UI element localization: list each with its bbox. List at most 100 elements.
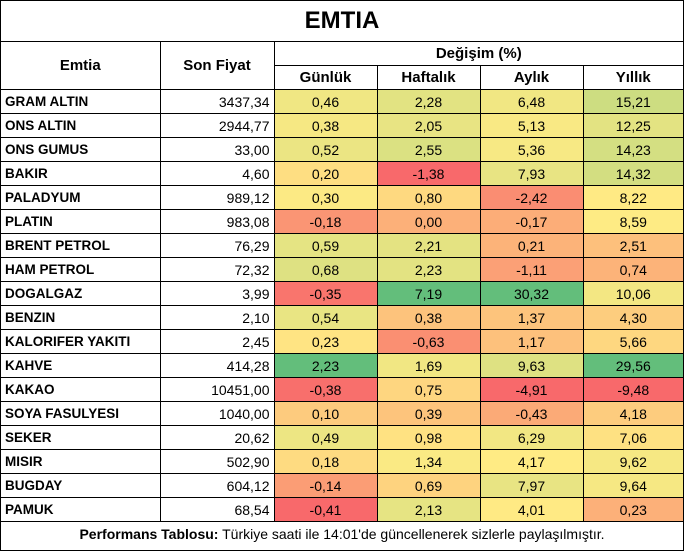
weekly-change-cell: 2,05 [376, 113, 481, 138]
last-price-cell: 76,29 [159, 233, 275, 258]
weekly-change-cell: 0,69 [376, 473, 481, 498]
last-price-cell: 502,90 [159, 449, 275, 474]
monthly-change-cell: 4,17 [479, 449, 584, 474]
commodity-name: DOGALGAZ [1, 281, 161, 306]
yearly-change-cell: 8,59 [582, 209, 684, 234]
weekly-change-cell: 2,55 [376, 137, 481, 162]
header-last-price: Son Fiyat [159, 42, 275, 90]
commodity-name: KALORIFER YAKITI [1, 329, 161, 354]
header-daily: Günlük [274, 65, 378, 90]
weekly-change-cell: 0,38 [376, 305, 481, 330]
monthly-change-cell: -4,91 [479, 377, 584, 402]
commodity-name: KAHVE [1, 353, 161, 378]
table-body: GRAM ALTIN 3437,34 0,46 2,28 6,48 15,21 ONS AL… [1, 89, 684, 522]
last-price-cell: 2,10 [159, 305, 275, 330]
table-row: SEKER 20,62 0,49 0,98 6,29 7,06 [1, 425, 684, 450]
table-row: ONS GUMUS 33,00 0,52 2,55 5,36 14,23 [1, 137, 684, 162]
monthly-change-cell: 4,01 [479, 497, 584, 522]
daily-change-cell: -0,41 [273, 497, 378, 522]
monthly-change-cell: 5,36 [479, 137, 584, 162]
last-price-cell: 2,45 [159, 329, 275, 354]
last-price-cell: 414,28 [159, 353, 275, 378]
yearly-change-cell: 0,74 [582, 257, 684, 282]
commodity-name: BENZIN [1, 305, 161, 330]
monthly-change-cell: 7,97 [479, 473, 584, 498]
last-price-cell: 72,32 [159, 257, 275, 282]
daily-change-cell: 0,18 [273, 449, 378, 474]
monthly-change-cell: 1,17 [479, 329, 584, 354]
header-monthly: Aylık [479, 65, 584, 90]
yearly-change-cell: -9,48 [582, 377, 684, 402]
weekly-change-cell: -1,38 [376, 161, 481, 186]
table-row: BENZIN 2,10 0,54 0,38 1,37 4,30 [1, 305, 684, 330]
daily-change-cell: 0,68 [273, 257, 378, 282]
daily-change-cell: 0,52 [273, 137, 378, 162]
yearly-change-cell: 2,51 [582, 233, 684, 258]
monthly-change-cell: 9,63 [479, 353, 584, 378]
monthly-change-cell: 30,32 [479, 281, 584, 306]
weekly-change-cell: 0,98 [376, 425, 481, 450]
last-price-cell: 68,54 [159, 497, 275, 522]
yearly-change-cell: 14,32 [582, 161, 684, 186]
table-row: MISIR 502,90 0,18 1,34 4,17 9,62 [1, 449, 684, 474]
last-price-cell: 604,12 [159, 473, 275, 498]
last-price-cell: 33,00 [159, 137, 275, 162]
weekly-change-cell: 2,21 [376, 233, 481, 258]
daily-change-cell: 0,54 [273, 305, 378, 330]
table-row: PALADYUM 989,12 0,30 0,80 -2,42 8,22 [1, 185, 684, 210]
monthly-change-cell: 6,29 [479, 425, 584, 450]
weekly-change-cell: 0,39 [376, 401, 481, 426]
monthly-change-cell: -1,11 [479, 257, 584, 282]
last-price-cell: 4,60 [159, 161, 275, 186]
daily-change-cell: 0,49 [273, 425, 378, 450]
table-row: ONS ALTIN 2944,77 0,38 2,05 5,13 12,25 [1, 113, 684, 138]
daily-change-cell: 0,30 [273, 185, 378, 210]
commodity-name: PAMUK [1, 497, 161, 522]
yearly-change-cell: 14,23 [582, 137, 684, 162]
table-row: HAM PETROL 72,32 0,68 2,23 -1,11 0,74 [1, 257, 684, 282]
weekly-change-cell: -0,63 [376, 329, 481, 354]
yearly-change-cell: 9,64 [582, 473, 684, 498]
weekly-change-cell: 1,69 [376, 353, 481, 378]
table-row: KAKAO 10451,00 -0,38 0,75 -4,91 -9,48 [1, 377, 684, 402]
daily-change-cell: 0,59 [273, 233, 378, 258]
daily-change-cell: 0,20 [273, 161, 378, 186]
yearly-change-cell: 4,30 [582, 305, 684, 330]
last-price-cell: 3,99 [159, 281, 275, 306]
weekly-change-cell: 2,23 [376, 257, 481, 282]
last-price-cell: 989,12 [159, 185, 275, 210]
yearly-change-cell: 15,21 [582, 89, 684, 114]
last-price-cell: 2944,77 [159, 113, 275, 138]
weekly-change-cell: 2,28 [376, 89, 481, 114]
yearly-change-cell: 10,06 [582, 281, 684, 306]
yearly-change-cell: 5,66 [582, 329, 684, 354]
commodity-name: GRAM ALTIN [1, 89, 161, 114]
daily-change-cell: -0,18 [273, 209, 378, 234]
commodity-name: SOYA FASULYESI [1, 401, 161, 426]
weekly-change-cell: 0,00 [376, 209, 481, 234]
table-row: BUGDAY 604,12 -0,14 0,69 7,97 9,64 [1, 473, 684, 498]
weekly-change-cell: 0,80 [376, 185, 481, 210]
monthly-change-cell: -0,43 [479, 401, 584, 426]
table-row: SOYA FASULYESI 1040,00 0,10 0,39 -0,43 4,18 [1, 401, 684, 426]
yearly-change-cell: 8,22 [582, 185, 684, 210]
monthly-change-cell: -0,17 [479, 209, 584, 234]
yearly-change-cell: 7,06 [582, 425, 684, 450]
monthly-change-cell: 1,37 [479, 305, 584, 330]
last-price-cell: 3437,34 [159, 89, 275, 114]
last-price-cell: 983,08 [159, 209, 275, 234]
yearly-change-cell: 29,56 [582, 353, 684, 378]
daily-change-cell: 0,23 [273, 329, 378, 354]
commodity-name: PALADYUM [1, 185, 161, 210]
daily-change-cell: 2,23 [273, 353, 378, 378]
table-row: PAMUK 68,54 -0,41 2,13 4,01 0,23 [1, 497, 684, 522]
header-change-group: Değişim (%) [273, 42, 684, 66]
commodity-name: ONS GUMUS [1, 137, 161, 162]
table-row: GRAM ALTIN 3437,34 0,46 2,28 6,48 15,21 [1, 89, 684, 114]
last-price-cell: 1040,00 [159, 401, 275, 426]
monthly-change-cell: 7,93 [479, 161, 584, 186]
header-weekly: Haftalık [376, 65, 481, 90]
weekly-change-cell: 0,75 [376, 377, 481, 402]
last-price-cell: 10451,00 [159, 377, 275, 402]
